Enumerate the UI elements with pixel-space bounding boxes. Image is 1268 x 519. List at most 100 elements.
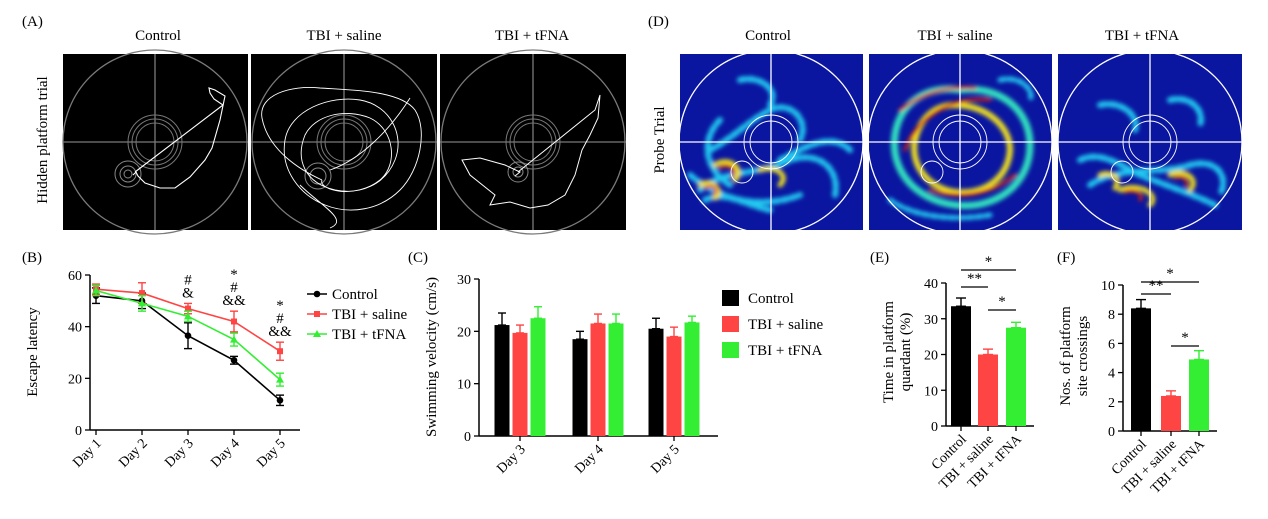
row-label-probe-trial: Probe Trial bbox=[652, 106, 668, 173]
bar bbox=[512, 332, 528, 436]
significance-mark: # bbox=[184, 272, 192, 288]
group-title-saline-d: TBI + saline bbox=[917, 28, 992, 44]
swim-track-saline bbox=[251, 49, 437, 235]
y-axis-label: Time in platform bbox=[881, 301, 897, 403]
data-point bbox=[184, 332, 192, 340]
significance-mark: * bbox=[230, 267, 238, 283]
bar bbox=[684, 322, 700, 436]
panel-letter-f: (F) bbox=[1057, 250, 1075, 266]
legend-marker bbox=[313, 330, 321, 337]
data-point bbox=[230, 335, 238, 343]
legend-label: TBI + tFNA bbox=[748, 343, 822, 359]
panel-letter-e: (E) bbox=[870, 250, 889, 266]
x-tick-label: Day 4 bbox=[208, 436, 243, 471]
legend-marker bbox=[314, 311, 320, 317]
legend-label: TBI + tFNA bbox=[332, 327, 406, 343]
chart-f-platform-crossings: Nos. of platform site crossings0246810Con… bbox=[1058, 266, 1217, 497]
legend-swatch bbox=[722, 290, 739, 306]
y-tick-label: 20 bbox=[924, 349, 938, 364]
legend-label: TBI + saline bbox=[748, 317, 823, 333]
y-axis-label: Escape latency bbox=[25, 307, 41, 397]
y-tick-label: 6 bbox=[1108, 337, 1115, 352]
y-tick-label: 10 bbox=[1101, 279, 1115, 294]
group-title-tfna-a: TBI + tFNA bbox=[495, 28, 569, 44]
y-tick-label: 30 bbox=[457, 273, 471, 288]
significance-label: * bbox=[985, 254, 993, 270]
bar bbox=[590, 323, 606, 436]
chart-e-time-in-quadrant: Time in platform quardant (%)010203040Con… bbox=[881, 254, 1034, 492]
data-point bbox=[231, 318, 237, 325]
legend-marker bbox=[313, 290, 321, 298]
bar bbox=[530, 318, 546, 436]
significance-mark: * bbox=[276, 298, 284, 314]
bar bbox=[951, 306, 971, 426]
y-tick-label: 10 bbox=[457, 378, 471, 393]
y-tick-label: 4 bbox=[1108, 367, 1115, 382]
legend-label: Control bbox=[748, 291, 794, 307]
significance-label: * bbox=[1181, 330, 1189, 346]
y-tick-label: 0 bbox=[464, 430, 471, 445]
chart-c-swimming-velocity: Swimming velocity (cm/s) 0 10 20 30 Day 3 Day … bbox=[424, 273, 823, 477]
chart-b-escape-latency: Escape latency 0 20 40 60 Day 1 Day 2 Day 3 Day … bbox=[25, 267, 407, 471]
legend-swatch bbox=[722, 316, 739, 332]
y-tick-label: 10 bbox=[924, 384, 938, 399]
bar bbox=[572, 339, 588, 436]
data-point bbox=[277, 348, 283, 355]
x-tick-label: Day 5 bbox=[648, 442, 683, 477]
bar bbox=[1161, 395, 1181, 431]
significance-label: ** bbox=[1149, 278, 1164, 294]
swim-track-control bbox=[62, 49, 248, 235]
data-point bbox=[139, 290, 145, 297]
x-tick-label: Day 2 bbox=[116, 436, 151, 471]
y-tick-label: 0 bbox=[931, 420, 938, 435]
bar bbox=[494, 325, 510, 436]
legend-swatch bbox=[722, 342, 739, 358]
significance-label: * bbox=[1166, 266, 1174, 282]
heatmap-tfna bbox=[1057, 49, 1243, 235]
legend-label: Control bbox=[332, 287, 378, 303]
row-label-hidden-platform: Hidden platform trial bbox=[35, 76, 51, 203]
y-tick-label: 8 bbox=[1108, 308, 1115, 323]
x-tick-label: Day 3 bbox=[162, 436, 197, 471]
heatmap-saline bbox=[867, 49, 1053, 235]
x-tick-label: Day 1 bbox=[70, 436, 105, 471]
bar bbox=[648, 328, 664, 436]
significance-mark: & bbox=[182, 285, 194, 301]
data-point bbox=[92, 286, 100, 294]
data-point bbox=[276, 396, 284, 404]
bar bbox=[1006, 327, 1026, 426]
y-tick-label: 0 bbox=[75, 424, 82, 439]
y-axis-label: site crossings bbox=[1075, 316, 1091, 397]
y-tick-label: 60 bbox=[68, 269, 82, 284]
panel-a: (A) Hidden platform trial Control TBI + … bbox=[22, 14, 626, 235]
y-axis-label: quardant (%) bbox=[898, 313, 914, 392]
significance-mark: && bbox=[222, 293, 246, 309]
data-point bbox=[276, 375, 284, 383]
data-point bbox=[184, 312, 192, 320]
y-tick-label: 0 bbox=[1108, 425, 1115, 440]
bar bbox=[1189, 359, 1209, 431]
y-tick-label: 40 bbox=[68, 321, 82, 336]
significance-label: * bbox=[998, 294, 1006, 310]
group-title-saline-a: TBI + saline bbox=[306, 28, 381, 44]
group-title-control-d: Control bbox=[745, 28, 791, 44]
panel-letter-b: (B) bbox=[22, 250, 42, 266]
heatmap-control bbox=[678, 49, 864, 235]
data-point bbox=[230, 356, 238, 364]
y-tick-label: 40 bbox=[924, 277, 938, 292]
y-tick-label: 20 bbox=[457, 325, 471, 340]
data-point bbox=[185, 305, 191, 312]
y-axis-label: Swimming velocity (cm/s) bbox=[424, 277, 440, 437]
swim-track-tfna bbox=[440, 49, 626, 235]
y-tick-label: 30 bbox=[924, 313, 938, 328]
group-title-control-a: Control bbox=[135, 28, 181, 44]
legend-label: TBI + saline bbox=[332, 307, 407, 323]
significance-mark: # bbox=[276, 311, 284, 327]
y-tick-label: 20 bbox=[68, 372, 82, 387]
data-point bbox=[138, 299, 146, 307]
bar bbox=[978, 354, 998, 426]
significance-label: ** bbox=[967, 271, 982, 287]
significance-mark: # bbox=[230, 280, 238, 296]
bar bbox=[1131, 308, 1151, 431]
